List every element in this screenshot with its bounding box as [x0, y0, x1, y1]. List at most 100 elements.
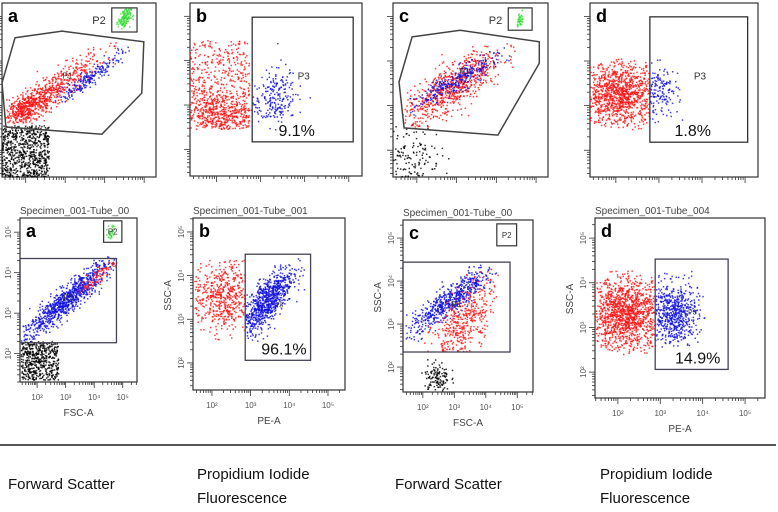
data-point-live — [624, 90, 626, 92]
data-point-live — [227, 55, 229, 58]
data-point-debris — [9, 130, 11, 132]
data-point-debris — [413, 165, 415, 168]
data-point-live — [57, 99, 60, 101]
data-point-live — [640, 107, 643, 109]
data-point-pi_positive — [56, 95, 59, 98]
gate-P2[interactable] — [507, 7, 533, 31]
data-point-live — [641, 100, 644, 102]
data-point-live — [458, 86, 461, 89]
data-point-live — [627, 115, 630, 117]
data-point-live — [434, 67, 437, 70]
data-point-live — [452, 64, 455, 66]
data-point-live — [9, 115, 12, 117]
data-point-live — [11, 113, 14, 115]
data-point-live — [221, 113, 223, 116]
data-point-live — [38, 105, 40, 107]
data-point-pi_positive — [494, 65, 497, 68]
data-point-live — [30, 99, 32, 102]
data-point-pi_positive — [464, 72, 466, 75]
gate-P2[interactable] — [111, 7, 138, 33]
data-point-debris — [4, 136, 7, 138]
data-point-pi_positive — [449, 84, 452, 86]
data-point-live — [404, 119, 407, 121]
data-point-live — [218, 120, 220, 123]
data-point-live — [236, 102, 238, 104]
data-point-live — [594, 99, 597, 101]
data-point-debris — [32, 176, 35, 178]
data-point-live — [634, 75, 636, 78]
data-point-debris — [27, 130, 29, 132]
data-point-live — [209, 46, 212, 48]
data-point-pi_positive — [423, 101, 425, 104]
data-point-debris — [424, 149, 427, 151]
data-point-live — [603, 77, 605, 79]
data-point-live — [476, 71, 479, 73]
data-point-pi_positive — [66, 90, 68, 93]
data-point-live — [224, 119, 226, 121]
data-point-live — [36, 98, 38, 100]
data-point-live — [240, 71, 242, 74]
data-point-pi_positive — [452, 89, 454, 92]
data-point-live — [424, 106, 427, 109]
data-point-live — [44, 98, 47, 100]
data-point-live — [199, 92, 201, 95]
data-point-live — [601, 66, 604, 69]
data-point-pi_positive — [285, 95, 287, 97]
data-point-pi_positive — [454, 85, 457, 87]
data-point-pi_positive — [117, 47, 119, 50]
data-point-live — [218, 62, 220, 64]
data-point-live — [632, 67, 635, 69]
data-point-pi_positive — [96, 65, 99, 67]
data-point-live — [442, 76, 445, 79]
data-point-live — [647, 82, 649, 85]
data-point-live — [463, 73, 465, 75]
data-point-pi_positive — [287, 106, 289, 108]
data-point-live — [204, 54, 206, 57]
data-point-pi_positive — [67, 82, 69, 85]
data-point-debris — [38, 157, 40, 159]
gate-P3[interactable] — [251, 16, 354, 143]
data-point-live — [246, 109, 249, 111]
data-point-live — [62, 88, 64, 91]
data-point-live — [642, 67, 645, 70]
data-point-live — [470, 64, 472, 66]
data-point-live — [467, 54, 470, 56]
data-point-live — [630, 121, 633, 123]
data-point-live — [47, 88, 49, 90]
data-point-beads — [123, 25, 126, 27]
gate-P1[interactable] — [398, 29, 541, 136]
data-point-pi_positive — [284, 91, 287, 94]
data-point-debris — [25, 174, 28, 177]
data-point-pi_positive — [93, 79, 95, 82]
data-point-live — [598, 99, 600, 101]
data-point-debris — [15, 146, 17, 148]
data-point-debris — [16, 160, 18, 162]
data-point-live — [24, 87, 27, 89]
data-point-live — [426, 108, 429, 111]
data-point-live — [203, 79, 205, 82]
data-point-live — [439, 91, 441, 93]
data-point-live — [197, 77, 200, 79]
data-point-live — [606, 102, 608, 105]
data-point-debris — [418, 162, 421, 165]
data-point-live — [243, 88, 246, 91]
data-point-live — [193, 68, 196, 71]
data-point-debris — [4, 175, 7, 177]
data-point-live — [227, 124, 229, 127]
data-point-live — [624, 111, 626, 113]
data-point-live — [199, 98, 202, 100]
data-point-pi_positive — [493, 52, 495, 54]
data-point-pi_positive — [429, 99, 432, 102]
data-point-live — [75, 66, 78, 68]
data-point-debris — [26, 170, 29, 172]
data-point-pi_positive — [78, 88, 81, 90]
data-point-live — [29, 96, 32, 99]
data-point-live — [30, 97, 33, 100]
data-point-live — [452, 98, 455, 101]
data-point-debris — [45, 158, 47, 160]
data-point-live — [48, 79, 50, 82]
data-point-live — [410, 108, 412, 111]
data-point-live — [440, 91, 442, 93]
gate-P1[interactable] — [1, 30, 145, 135]
data-point-beads — [517, 18, 519, 21]
